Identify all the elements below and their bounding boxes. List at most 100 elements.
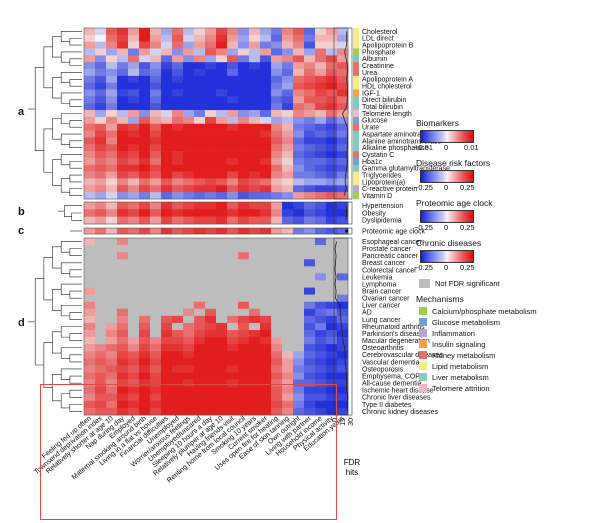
- heatmap-cell: [271, 103, 283, 111]
- heatmap-cell: [260, 151, 272, 159]
- heatmap-cell: [205, 330, 217, 338]
- heatmap-cell: [315, 216, 327, 225]
- heatmap-cell: [282, 280, 294, 288]
- heatmap-cell: [139, 75, 151, 84]
- heatmap-cell: [326, 386, 338, 395]
- heatmap-cell: [249, 123, 261, 131]
- heatmap-cell: [315, 372, 327, 380]
- heatmap-cell: [326, 178, 338, 186]
- heatmap-cell: [337, 216, 349, 225]
- heatmap-cell: [139, 308, 151, 317]
- heatmap-cell: [315, 82, 327, 90]
- heatmap-cell: [326, 192, 338, 200]
- heatmap-cell: [315, 96, 327, 104]
- dendrogram-branch: [52, 36, 62, 58]
- legend-chronic-ticks: −0.25 0 0.25: [414, 263, 486, 273]
- heatmap-cell: [249, 137, 261, 145]
- heatmap-cell: [337, 209, 349, 217]
- heatmap-cell: [95, 245, 107, 253]
- heatmap-cell: [205, 259, 217, 267]
- heatmap-cell: [304, 365, 316, 373]
- heatmap-cell: [95, 144, 107, 152]
- heatmap-cell: [183, 308, 195, 317]
- heatmap-cell: [315, 116, 327, 125]
- heatmap-cell: [326, 110, 338, 118]
- dendrogram-branch: [52, 246, 62, 269]
- heatmap-cell: [205, 185, 217, 193]
- heatmap-cell: [260, 351, 272, 359]
- mechanism-swatch: [419, 307, 427, 315]
- heatmap-cell: [84, 330, 96, 338]
- heatmap-cell: [106, 130, 118, 138]
- fdr-panel-frame: [333, 201, 353, 225]
- heatmap-cell: [326, 216, 338, 225]
- heatmap-cell: [260, 55, 272, 63]
- heatmap-cell: [95, 322, 107, 331]
- heatmap-cell: [271, 344, 283, 352]
- heatmap-cell: [227, 400, 239, 409]
- heatmap-cell: [95, 287, 107, 295]
- heatmap-cell: [161, 216, 173, 225]
- heatmap-cell: [84, 351, 96, 359]
- row-label: Osteoporosis: [362, 366, 404, 373]
- heatmap-cell: [271, 178, 283, 186]
- heatmap-cell: [282, 55, 294, 63]
- heatmap-cell: [227, 202, 239, 210]
- heatmap-cell: [205, 351, 217, 359]
- heatmap-cell: [161, 365, 173, 373]
- heatmap-cell: [249, 157, 261, 166]
- heatmap-cell: [304, 330, 316, 338]
- legend-mechanism-item: Lipid metabolism: [419, 361, 596, 371]
- heatmap-cell: [194, 344, 206, 352]
- heatmap-cell: [337, 273, 349, 281]
- heatmap-cell: [271, 137, 283, 145]
- mechanism-cell: [353, 151, 359, 159]
- heatmap-cell: [216, 358, 228, 366]
- heatmap-cell: [117, 365, 129, 373]
- heatmap-cell: [150, 185, 162, 193]
- heatmap-cell: [95, 82, 107, 90]
- heatmap-cell: [84, 202, 96, 210]
- heatmap-cell: [337, 301, 349, 310]
- row-label: Lipoprotein(a): [362, 179, 405, 186]
- heatmap-cell: [282, 89, 294, 97]
- legend-chronic-title: Chronic diseases: [416, 238, 482, 248]
- heatmap-cell: [172, 116, 184, 125]
- heatmap-cell: [95, 344, 107, 352]
- mechanism-cell: [353, 103, 359, 111]
- heatmap-cell: [84, 34, 96, 42]
- heatmap-cell: [282, 259, 294, 267]
- heatmap-cell: [337, 164, 349, 172]
- heatmap-cell: [260, 75, 272, 84]
- heatmap-cell: [238, 372, 250, 380]
- heatmap-cell: [238, 228, 250, 235]
- heatmap-cell: [260, 322, 272, 331]
- fdr-hits-panel: [333, 27, 353, 416]
- heatmap-cell: [106, 55, 118, 63]
- heatmap-cell: [216, 228, 228, 235]
- heatmap-cell: [293, 209, 305, 217]
- heatmap-cell: [95, 301, 107, 310]
- heatmap-cell: [304, 144, 316, 152]
- heatmap-cell: [161, 209, 173, 217]
- fdr-hits-line: [342, 31, 348, 196]
- heatmap-cell: [172, 157, 184, 166]
- row-label: Hba1c: [362, 159, 383, 166]
- heatmap-cell: [282, 407, 294, 416]
- heatmap-cell: [172, 28, 184, 36]
- heatmap-cell: [271, 34, 283, 42]
- heatmap-cell: [117, 48, 129, 56]
- heatmap-cell: [106, 89, 118, 97]
- heatmap-cell: [117, 351, 129, 359]
- heatmap-cell: [238, 157, 250, 166]
- heatmap-cell: [326, 322, 338, 331]
- heatmap-cell: [172, 259, 184, 267]
- heatmap-cell: [227, 164, 239, 172]
- heatmap-cell: [315, 245, 327, 253]
- heatmap-cell: [227, 386, 239, 395]
- heatmap-cell: [183, 137, 195, 145]
- row-label: Urea: [362, 70, 377, 77]
- mechanism-swatch: [419, 340, 427, 348]
- heatmap-cell: [216, 209, 228, 217]
- legend-tick: −0.25: [414, 223, 433, 232]
